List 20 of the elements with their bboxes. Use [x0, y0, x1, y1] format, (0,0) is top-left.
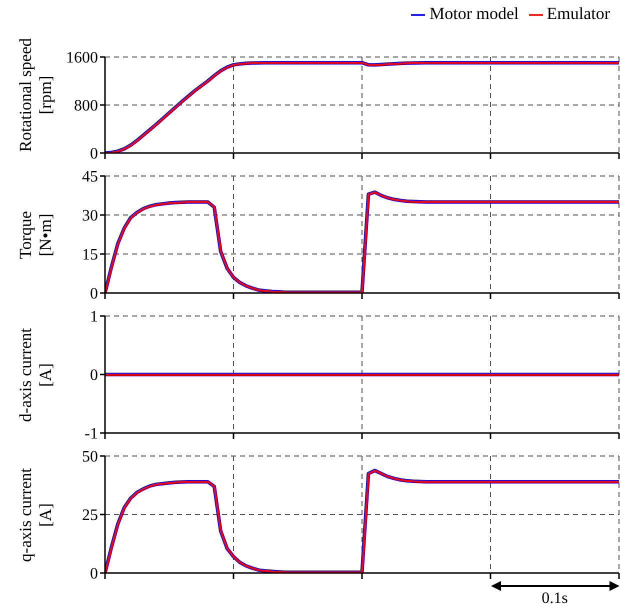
- y-axis-title: Rotational speed [rpm]: [16, 38, 56, 152]
- y-axis-title: q-axis current [A]: [16, 468, 56, 562]
- y-tick-label: 50: [82, 448, 98, 466]
- y-tick-label: 0: [90, 146, 98, 163]
- y-tick-label: 0: [90, 286, 98, 303]
- y-tick-label: 0: [90, 367, 98, 384]
- y-tick-label: 1: [90, 308, 98, 326]
- y-tick-label: 800: [74, 98, 98, 115]
- y-tick-label: 1600: [66, 50, 98, 67]
- y-tick-label: -1: [84, 426, 98, 443]
- legend-label: Motor model: [429, 4, 519, 23]
- text: 0.1s: [540, 590, 569, 605]
- y-axis-title: Torque [N•m]: [16, 210, 56, 258]
- y-tick-label: 15: [82, 246, 98, 264]
- y-tick-label: 0: [90, 566, 98, 583]
- y-tick-label: 45: [82, 168, 98, 186]
- y-tick-label: 25: [82, 507, 98, 524]
- legend-label: Emulator: [546, 4, 610, 23]
- y-tick-label: 30: [82, 208, 98, 225]
- y-axis-title: d-axis current [A]: [16, 328, 56, 422]
